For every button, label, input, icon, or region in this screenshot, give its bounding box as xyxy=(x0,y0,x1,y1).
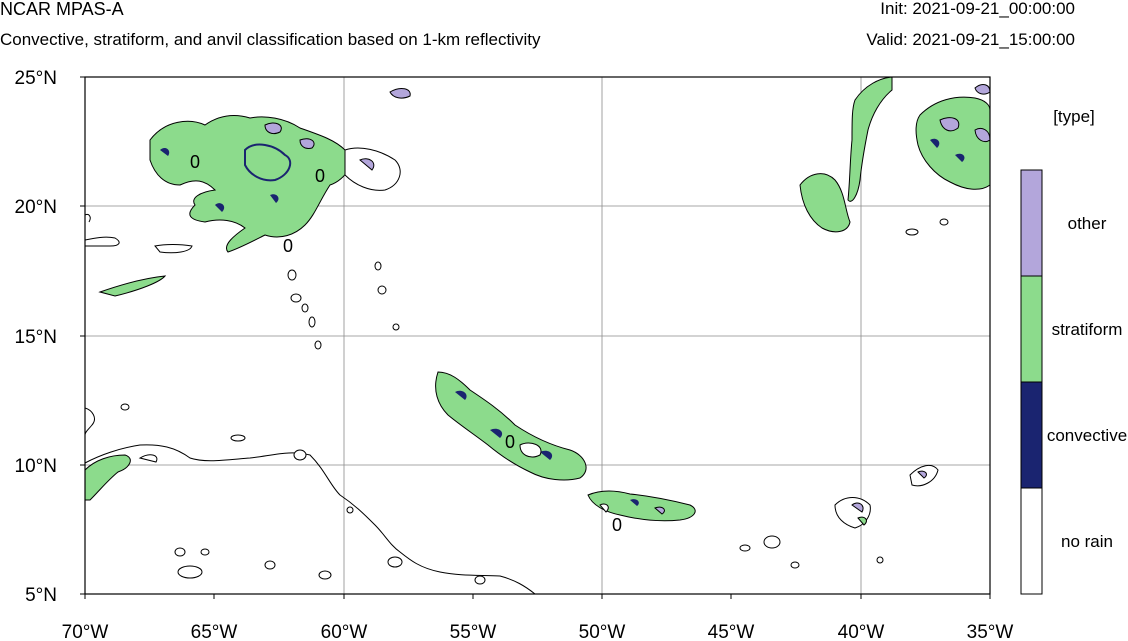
lat-label: 20°N xyxy=(15,197,57,218)
contour-labels: 0 0 0 0 0 xyxy=(190,152,622,535)
legend-label-no-rain: no rain xyxy=(1061,532,1113,551)
precip-cluster-sw xyxy=(85,454,158,501)
contour-label: 0 xyxy=(315,166,325,186)
contour-label: 0 xyxy=(612,515,622,535)
lon-label: 65°W xyxy=(191,622,238,641)
lat-label: 15°N xyxy=(15,327,57,348)
lon-label: 40°W xyxy=(838,622,885,641)
precip-cluster-nw xyxy=(98,88,411,297)
legend-label-stratiform: stratiform xyxy=(1052,320,1123,339)
precip-band-south xyxy=(587,490,696,522)
legend-label-convective: convective xyxy=(1047,426,1127,445)
lon-label: 35°W xyxy=(967,622,1014,641)
lon-label: 70°W xyxy=(62,622,109,641)
lat-label: 5°N xyxy=(25,585,57,606)
init-time: Init: 2021-09-21_00:00:00 xyxy=(880,0,1075,18)
legend: [type] other stratiform convective no ra… xyxy=(1020,107,1127,595)
lon-label: 45°W xyxy=(708,622,755,641)
lat-labels: 25°N 20°N 15°N 10°N 5°N xyxy=(15,68,57,606)
contour-label: 0 xyxy=(283,236,293,256)
valid-time: Valid: 2021-09-21_15:00:00 xyxy=(866,30,1075,49)
legend-swatch-convective xyxy=(1020,381,1043,489)
legend-swatch-no-rain xyxy=(1020,487,1043,595)
chart-title: NCAR MPAS-A xyxy=(0,0,124,19)
coastlines xyxy=(85,214,536,594)
lat-label: 10°N xyxy=(15,456,57,477)
chart-subtitle: Convective, stratiform, and anvil classi… xyxy=(0,30,541,49)
lon-label: 60°W xyxy=(321,622,368,641)
legend-label-other: other xyxy=(1068,214,1107,233)
precip-band-central xyxy=(435,371,587,481)
axis-ticks xyxy=(80,76,991,599)
legend-title: [type] xyxy=(1053,107,1095,126)
legend-swatch-stratiform xyxy=(1020,275,1043,383)
legend-swatch-other xyxy=(1020,169,1043,277)
lon-label: 50°W xyxy=(579,622,626,641)
lat-label: 25°N xyxy=(15,68,57,89)
lon-label: 55°W xyxy=(450,622,497,641)
contour-label: 0 xyxy=(505,432,515,452)
lon-labels: 70°W 65°W 60°W 55°W 50°W 45°W 40°W 35°W xyxy=(62,622,1014,641)
contour-label: 0 xyxy=(190,152,200,172)
precip-cluster-east xyxy=(799,77,990,529)
